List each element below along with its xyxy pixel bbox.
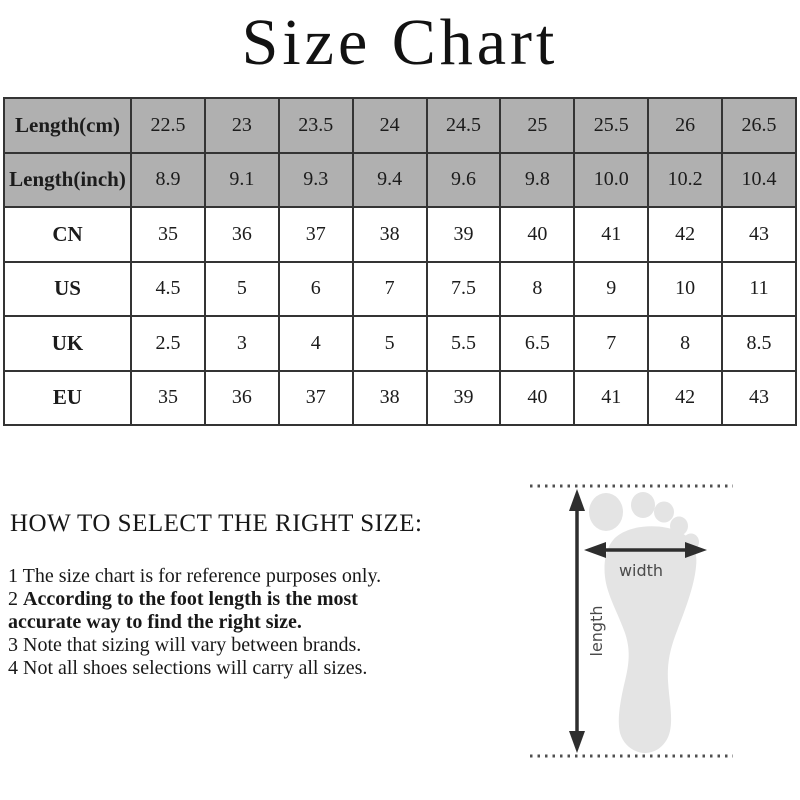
size-table: Length(cm) 22.5 23 23.5 24 24.5 25 25.5 … [3,97,797,426]
size-cell: 22.5 [130,97,206,154]
size-cell: 11 [721,260,797,317]
size-cell: 39 [425,369,502,426]
size-cell: 24.5 [425,97,502,154]
size-cell: 25.5 [573,97,650,154]
size-cell: 24 [351,97,428,154]
width-arrow [584,542,707,558]
size-cell: 10 [647,260,723,317]
size-cell: 7 [573,315,650,372]
note-number: 3 [8,634,18,656]
row-label: CN [3,206,132,263]
guide-note-1: 1 The size chart is for reference purpos… [8,565,422,588]
size-cell: 5.5 [425,315,502,372]
size-cell: 10.0 [573,151,650,208]
foot-sole [604,526,697,753]
size-cell: 9.4 [351,151,428,208]
guide-note-2: 2 According to the foot length is the mo… [8,588,422,634]
third-toe [654,501,674,523]
size-cell: 43 [721,206,797,263]
size-cell: 10.4 [721,151,797,208]
size-cell: 4 [277,315,354,372]
length-label: length [587,606,606,657]
size-cell: 37 [277,206,354,263]
note-number: 4 [8,657,18,679]
note-text: According to the foot length is the most… [8,588,358,633]
length-arrow [569,489,585,753]
size-cell: 8 [499,260,576,317]
size-cell: 35 [130,369,206,426]
size-cell: 43 [721,369,797,426]
size-cell: 6 [277,260,354,317]
arrow-head-left [584,542,606,558]
size-cell: 23 [203,97,280,154]
size-cell: 5 [351,315,428,372]
row-label: US [3,260,132,317]
arrow-head-down [569,731,585,753]
row-label: UK [3,315,132,372]
note-text: Not all shoes selections will carry all … [23,657,368,679]
row-label: EU [3,369,132,426]
table-row-cn: CN 35 36 37 38 39 40 41 42 43 [3,206,797,263]
note-text: The size chart is for reference purposes… [22,565,382,587]
size-cell: 41 [573,369,650,426]
size-cell: 38 [351,206,428,263]
guide-note-4: 4 Not all shoes selections will carry al… [8,657,422,680]
size-cell: 6.5 [499,315,576,372]
note-text: Note that sizing will vary between brand… [23,634,362,656]
size-cell: 9.3 [277,151,354,208]
size-cell: 8 [647,315,723,372]
table-row-us: US 4.5 5 6 7 7.5 8 9 10 11 [3,260,797,317]
row-label: Length(cm) [3,97,132,154]
size-cell: 9.8 [499,151,576,208]
size-cell: 9 [573,260,650,317]
size-cell: 9.6 [425,151,502,208]
size-cell: 36 [203,206,280,263]
table-row-eu: EU 35 36 37 38 39 40 41 42 43 [3,369,797,426]
footprint-graphic [589,492,699,753]
size-cell: 7.5 [425,260,502,317]
arrow-head-right [685,542,707,558]
width-label: width [619,561,663,580]
size-cell: 42 [647,206,723,263]
size-cell: 26.5 [721,97,797,154]
arrow-head-up [569,489,585,511]
size-cell: 4.5 [130,260,206,317]
fourth-toe [670,516,688,536]
note-number: 1 [8,565,18,587]
size-cell: 25 [499,97,576,154]
size-cell: 2.5 [130,315,206,372]
row-label: Length(inch) [3,151,132,208]
table-row-uk: UK 2.5 3 4 5 5.5 6.5 7 8 8.5 [3,315,797,372]
foot-measure-diagram: width length [530,484,733,758]
guide-note-3: 3 Note that sizing will vary between bra… [8,634,422,657]
size-cell: 39 [425,206,502,263]
size-cell: 10.2 [647,151,723,208]
size-cell: 37 [277,369,354,426]
size-cell: 7 [351,260,428,317]
size-cell: 23.5 [277,97,354,154]
guide-notes: 1 The size chart is for reference purpos… [8,565,422,680]
size-cell: 8.9 [130,151,206,208]
size-cell: 40 [499,369,576,426]
size-cell: 35 [130,206,206,263]
note-number: 2 [8,588,18,610]
size-cell: 9.1 [203,151,280,208]
size-cell: 38 [351,369,428,426]
big-toe [589,493,623,531]
guide-heading: HOW TO SELECT THE RIGHT SIZE: [10,510,423,537]
second-toe [631,492,655,518]
table-row-length-cm: Length(cm) 22.5 23 23.5 24 24.5 25 25.5 … [3,97,797,154]
size-cell: 8.5 [721,315,797,372]
size-cell: 5 [203,260,280,317]
table-row-length-inch: Length(inch) 8.9 9.1 9.3 9.4 9.6 9.8 10.… [3,151,797,208]
size-cell: 26 [647,97,723,154]
size-cell: 36 [203,369,280,426]
page-title: Size Chart [241,6,559,79]
size-cell: 40 [499,206,576,263]
size-cell: 3 [203,315,280,372]
size-cell: 41 [573,206,650,263]
size-cell: 42 [647,369,723,426]
